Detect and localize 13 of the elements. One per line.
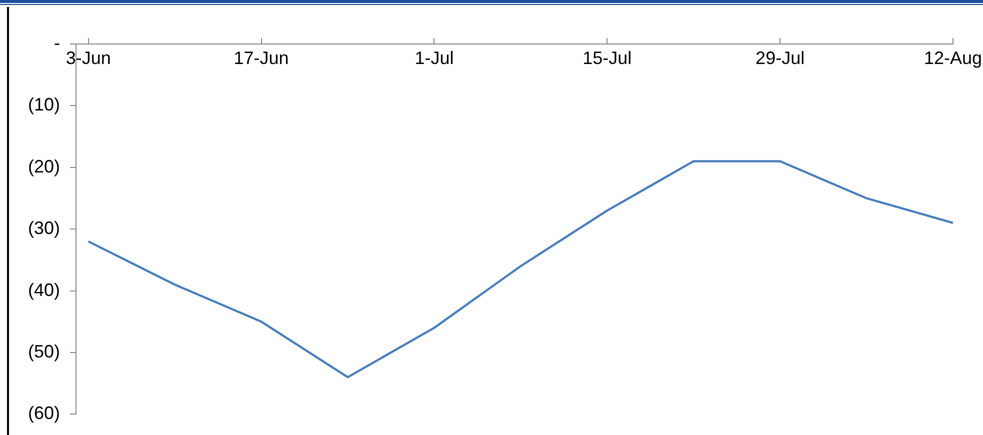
x-tick-label: 15-Jul [582, 48, 632, 68]
y-tick-label: (50) [28, 341, 60, 362]
x-tick-label: 29-Jul [756, 48, 805, 68]
x-tick-label: 12-Aug [924, 48, 982, 68]
y-tick-label: (20) [28, 156, 60, 176]
y-tick-label: - [54, 32, 60, 53]
x-tick-label: 3-Jun [66, 48, 111, 68]
x-tick-label: 17-Jun [234, 48, 289, 68]
y-tick-label: (10) [28, 94, 60, 115]
y-tick-label: (30) [28, 218, 60, 238]
y-tick-label: (40) [28, 280, 60, 300]
y-tick-label: (60) [28, 403, 60, 424]
x-tick-label: 1-Jul [414, 48, 454, 68]
